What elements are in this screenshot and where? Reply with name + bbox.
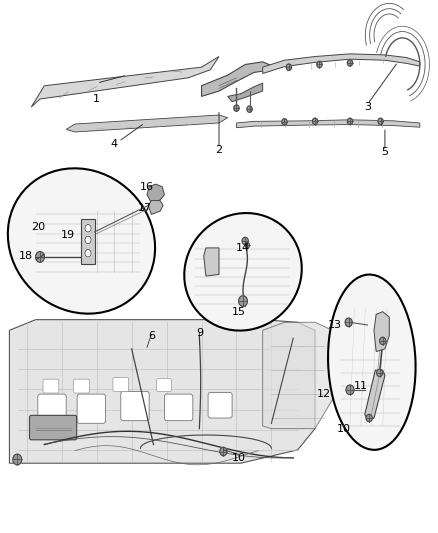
Polygon shape [204,248,219,276]
Text: 10: 10 [336,424,350,434]
Circle shape [245,243,250,248]
Circle shape [239,296,247,306]
Circle shape [347,60,353,66]
Circle shape [85,236,91,244]
Text: 11: 11 [354,381,368,391]
Circle shape [85,224,91,232]
FancyBboxPatch shape [43,379,59,393]
Circle shape [378,118,383,125]
Polygon shape [147,184,164,203]
Circle shape [380,337,386,345]
Polygon shape [201,62,272,96]
Text: 20: 20 [31,222,45,232]
Polygon shape [148,200,163,214]
Text: 4: 4 [111,139,118,149]
Polygon shape [374,312,389,352]
Polygon shape [10,320,315,463]
Circle shape [13,454,21,465]
Circle shape [377,369,383,376]
Circle shape [234,105,239,111]
Circle shape [286,64,291,70]
FancyBboxPatch shape [74,379,89,393]
Circle shape [35,252,44,262]
FancyBboxPatch shape [156,378,171,391]
FancyBboxPatch shape [113,377,129,391]
FancyBboxPatch shape [164,394,193,421]
Text: 3: 3 [364,102,371,112]
Ellipse shape [328,274,416,450]
Circle shape [366,414,372,422]
Circle shape [220,447,227,456]
Text: 2: 2 [215,144,223,155]
Circle shape [85,249,91,257]
Text: 9: 9 [196,328,203,338]
Circle shape [242,237,248,245]
Polygon shape [66,115,228,132]
Polygon shape [237,120,420,128]
Text: 17: 17 [138,203,152,213]
Circle shape [247,106,252,112]
Text: 6: 6 [148,330,155,341]
Text: 10: 10 [232,453,246,463]
Text: 14: 14 [236,243,250,253]
Circle shape [346,385,354,394]
Text: 19: 19 [61,230,75,240]
Text: 12: 12 [317,389,331,399]
Circle shape [345,318,352,327]
Circle shape [317,61,322,68]
Polygon shape [263,54,420,74]
Text: 5: 5 [381,147,389,157]
Ellipse shape [8,168,155,313]
Polygon shape [365,370,385,421]
FancyBboxPatch shape [38,394,66,423]
Text: 18: 18 [19,251,33,261]
Polygon shape [228,83,263,102]
Text: 13: 13 [328,320,342,330]
Text: 16: 16 [140,182,154,192]
Ellipse shape [184,213,302,330]
Polygon shape [81,219,95,264]
Text: 15: 15 [232,306,246,317]
FancyBboxPatch shape [29,415,77,440]
FancyBboxPatch shape [121,391,149,421]
Text: 1: 1 [93,94,100,104]
FancyBboxPatch shape [77,394,106,423]
Polygon shape [31,56,219,107]
Polygon shape [263,322,332,429]
FancyBboxPatch shape [208,392,232,418]
Circle shape [312,118,318,125]
Circle shape [347,118,353,125]
Circle shape [282,119,287,125]
